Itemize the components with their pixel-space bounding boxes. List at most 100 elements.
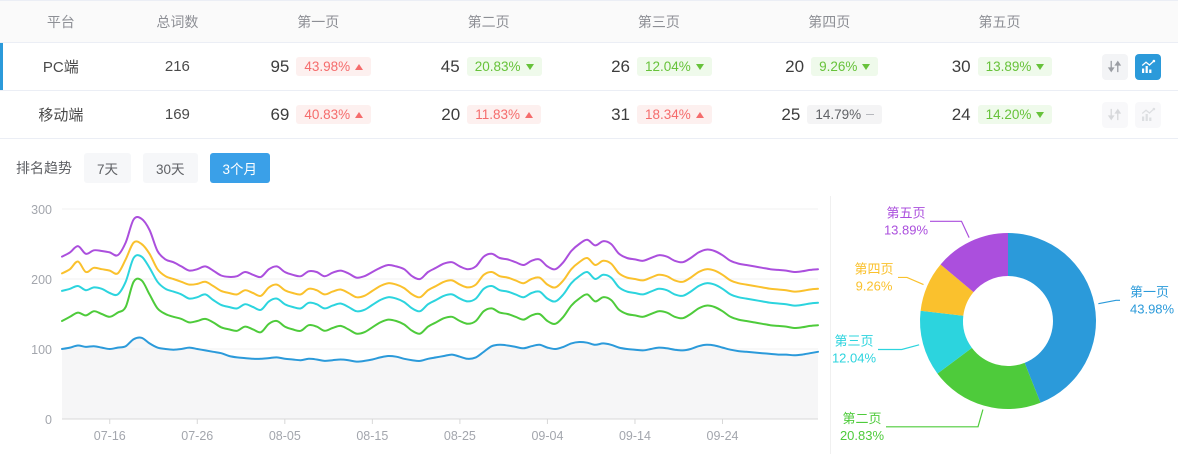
column-header-actions (1084, 0, 1178, 43)
svg-text:13.89%: 13.89% (884, 222, 929, 237)
column-header-page-1: 第一页 (233, 0, 404, 43)
svg-text:100: 100 (31, 343, 52, 357)
page-pct-value: 11.83% (475, 106, 520, 122)
page-pct-badge: 18.34% (637, 104, 712, 125)
svg-text:9.26%: 9.26% (856, 278, 893, 293)
svg-text:07-26: 07-26 (181, 429, 213, 443)
line-chart[interactable]: 爱站网 010020030007-1607-2608-0508-1508-250… (0, 193, 830, 454)
page-pct-value: 43.98% (304, 58, 351, 74)
column-header-page-3: 第三页 (573, 0, 745, 43)
page-count: 95 (270, 56, 290, 76)
page-pct-badge: 14.20% (977, 104, 1053, 125)
donut-chart-svg: 第一页 43.98% 第二页 20.83% 第三页 12.04% 第四页 9.26% 第五页 13… (832, 205, 1175, 443)
page-pct-badge: 40.83% (296, 104, 372, 125)
page-pct-value: 14.20% (985, 106, 1032, 122)
svg-text:第四页: 第四页 (854, 261, 893, 276)
cell-page-4: 25 14.79% (744, 90, 915, 139)
cell-page-3: 31 18.34% (573, 90, 745, 139)
arrow-up-icon (695, 111, 704, 118)
arrow-down-icon (862, 63, 871, 70)
svg-text:第三页: 第三页 (834, 333, 873, 348)
chart-icon[interactable] (1134, 101, 1161, 128)
page-pct-value: 18.34% (645, 106, 691, 122)
cell-page-1: 95 43.98% (233, 42, 404, 91)
svg-text:43.98%: 43.98% (1130, 301, 1175, 316)
cell-page-3: 26 12.04% (573, 42, 745, 91)
page-count: 20 (785, 56, 805, 76)
page-count: 30 (951, 56, 971, 76)
svg-text:07-16: 07-16 (94, 429, 126, 443)
svg-text:第二页: 第二页 (842, 411, 881, 426)
charts-container: 爱站网 010020030007-1607-2608-0508-1508-250… (0, 193, 1178, 454)
cell-actions (1084, 42, 1178, 91)
page-pct-value: 9.26% (819, 58, 858, 74)
cell-platform: 移动端 (0, 90, 122, 139)
svg-text:09-04: 09-04 (531, 429, 563, 443)
svg-text:200: 200 (31, 273, 52, 287)
arrow-down-icon (525, 63, 534, 70)
line-chart-svg: 0 100 200 300 07-16 07-26 08-05 08-15 08-25 09-04… (31, 203, 819, 443)
page-pct-badge: 11.83% (467, 104, 541, 125)
table-row-mobile[interactable]: 移动端 169 69 40.83% 20 11. (0, 90, 1178, 139)
table-row-pc[interactable]: PC端 216 95 43.98% 45 20. (0, 42, 1178, 91)
page-pct-value: 12.04% (645, 58, 691, 74)
cell-total: 216 (121, 42, 234, 91)
page-pct-value: 20.83% (474, 58, 521, 74)
page-count: 26 (611, 56, 631, 76)
page-pct-value: 40.83% (304, 106, 351, 122)
svg-text:12.04%: 12.04% (832, 350, 877, 365)
table-header-row: 平台 总词数 第一页 第二页 第三页 第四页 第五页 (0, 0, 1178, 43)
page-pct-badge: 13.89% (977, 56, 1053, 77)
sort-icon[interactable] (1101, 53, 1128, 80)
page-pct-value: 13.89% (985, 58, 1032, 74)
arrow-up-icon (355, 63, 364, 70)
page-pct-badge: 9.26% (811, 56, 879, 77)
svg-text:0: 0 (45, 413, 52, 427)
table-header: 平台 总词数 第一页 第二页 第三页 第四页 第五页 (0, 0, 1178, 43)
svg-text:08-05: 08-05 (269, 429, 301, 443)
column-header-total: 总词数 (121, 0, 234, 43)
svg-text:第五页: 第五页 (886, 205, 925, 220)
cell-page-2: 20 11.83% (403, 90, 574, 139)
column-header-platform: 平台 (0, 0, 122, 43)
trend-title: 排名趋势 (16, 160, 72, 176)
arrow-down-icon (1036, 63, 1045, 70)
cell-page-2: 45 20.83% (403, 42, 574, 91)
page-count: 69 (270, 104, 290, 124)
cell-page-5: 24 14.20% (914, 90, 1085, 139)
arrow-down-icon (1036, 111, 1045, 118)
page-pct-value: 14.79% (815, 106, 862, 122)
page-count: 31 (611, 104, 631, 124)
tab-3-months[interactable]: 3个月 (209, 153, 271, 183)
page-pct-badge: 12.04% (637, 56, 712, 77)
tab-30-days[interactable]: 30天 (143, 153, 198, 183)
sort-icon[interactable] (1101, 101, 1128, 128)
chart-divider (830, 196, 831, 454)
dash-icon (866, 113, 875, 116)
trend-header: 排名趋势 7天 30天 3个月 (0, 139, 1178, 193)
page-count: 20 (441, 104, 461, 124)
svg-text:300: 300 (31, 203, 52, 217)
page-count: 45 (440, 56, 460, 76)
cell-page-1: 69 40.83% (233, 90, 404, 139)
arrow-down-icon (695, 63, 704, 70)
page-pct-badge: 43.98% (296, 56, 372, 77)
svg-text:08-25: 08-25 (444, 429, 476, 443)
svg-text:第一页: 第一页 (1130, 284, 1169, 299)
cell-page-5: 30 13.89% (914, 42, 1085, 91)
svg-text:08-15: 08-15 (356, 429, 388, 443)
page-count: 24 (951, 104, 971, 124)
cell-actions (1084, 90, 1178, 139)
chart-icon[interactable] (1134, 53, 1161, 80)
cell-page-4: 20 9.26% (744, 42, 915, 91)
donut-chart[interactable]: 第一页 43.98% 第二页 20.83% 第三页 12.04% 第四页 9.26% 第五页 13… (830, 193, 1178, 454)
page-count: 25 (781, 104, 801, 124)
svg-text:20.83%: 20.83% (840, 428, 885, 443)
column-header-page-2: 第二页 (403, 0, 574, 43)
page-pct-badge: 20.83% (466, 56, 542, 77)
svg-text:09-24: 09-24 (707, 429, 739, 443)
table-body: PC端 216 95 43.98% 45 20. (0, 42, 1178, 139)
tab-7-days[interactable]: 7天 (84, 153, 132, 183)
rank-table: 平台 总词数 第一页 第二页 第三页 第四页 第五页 PC端 216 95 (0, 0, 1178, 139)
